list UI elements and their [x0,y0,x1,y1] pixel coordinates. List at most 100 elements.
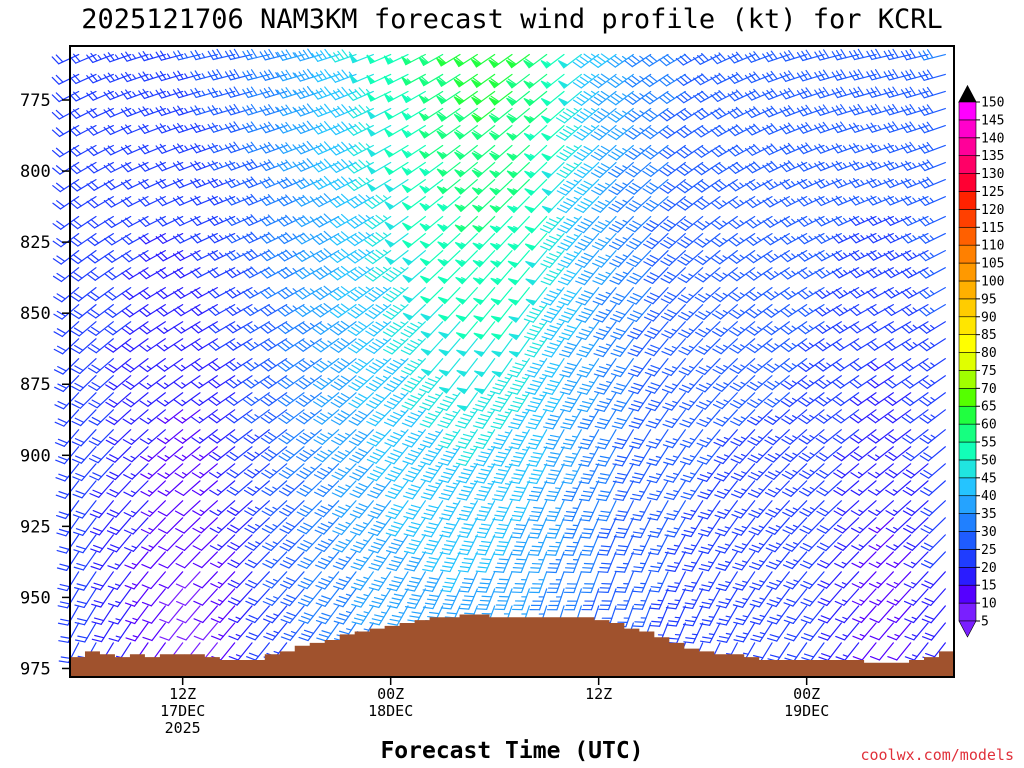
wind-barb [260,392,288,407]
wind-barb [311,248,340,263]
wind-barb [311,213,340,228]
wind-barb [329,176,357,191]
wind-barb [276,214,305,227]
wind-barb [298,622,322,642]
wind-barb [260,429,288,444]
wind-barb [312,321,340,335]
wind-barb [105,392,132,408]
wind-barb [225,304,253,316]
wind-barb [174,500,201,517]
wind-barb [104,267,132,281]
wind-barb [122,392,149,408]
wind-barb [351,605,374,625]
wind-barb [262,571,288,589]
wind-barb [107,534,132,553]
wind-barb [89,463,114,481]
wind-barb [329,265,357,281]
wind-barb [242,304,270,317]
wind-barb [277,249,305,262]
wind-barb [351,588,374,608]
wind-barb [295,409,322,425]
wind-barb [294,232,322,245]
wind-barb [366,178,392,192]
wind-barb [141,534,166,552]
wind-barb [86,161,114,174]
wind-barb [156,338,184,352]
wind-barb [259,214,288,227]
wind-barb [123,463,149,480]
wind-barb [384,409,409,427]
wind-barb [295,392,322,407]
wind-barb [71,429,97,447]
colorbar-label: 85 [981,328,997,343]
wind-barb [191,429,218,444]
colorbar-label: 140 [981,131,1004,146]
wind-barb [349,53,374,64]
colorbar-label: 120 [981,203,1004,218]
wind-barb [140,480,166,497]
wind-barb [311,158,340,173]
wind-barb [350,551,374,571]
wind-barb [276,194,305,207]
wind-barb [348,392,374,409]
wind-barb [209,534,236,551]
wind-barb [404,588,426,609]
wind-barb [107,588,132,608]
wind-barb [401,196,426,211]
wind-barb [418,107,444,122]
wind-barb [420,321,444,339]
wind-barb [105,409,132,426]
colorbar-label: 55 [981,436,997,451]
x-tick-label: 18DEC [368,702,413,720]
wind-barb [122,409,149,425]
wind-barb [138,88,166,100]
colorbar-swatch [958,280,977,300]
colorbar-label: 70 [981,382,997,397]
wind-barb [139,429,166,445]
wind-barb [156,429,184,445]
wind-barb [105,429,132,446]
wind-barb [366,446,392,464]
wind-barb [88,392,114,409]
wind-barb [276,87,305,99]
wind-barb [87,304,114,319]
wind-barb [280,571,305,589]
wind-barb [86,52,114,64]
wind-barb [211,622,236,641]
wind-barb [190,70,218,81]
wind-barb [294,286,322,300]
wind-barb [280,588,305,607]
colorbar-label: 30 [981,525,997,540]
wind-barb [124,534,149,552]
wind-barb [122,375,149,390]
wind-barb [346,121,374,136]
wind-barb [277,321,305,335]
wind-barb [54,392,80,410]
wind-barb [242,103,270,116]
wind-barb [86,196,114,209]
wind-barb [329,213,357,229]
wind-barb [158,588,184,607]
wind-barb [346,159,374,174]
wind-barb [70,286,97,302]
wind-barb [243,429,270,444]
colorbar-label: 130 [981,167,1004,182]
wind-barb [224,250,253,261]
colorbar-label: 40 [981,489,997,504]
wind-barb [402,286,426,304]
wind-barb [402,250,426,266]
wind-barb [159,622,184,641]
wind-barb [333,605,357,625]
wind-barb [404,571,426,592]
wind-barb [174,429,201,444]
wind-barb [70,338,97,354]
wind-barb [191,463,218,479]
wind-barb [366,53,392,65]
wind-barb [365,321,392,337]
wind-barb [54,429,80,447]
wind-barb [88,375,114,391]
wind-barb [419,215,444,232]
wind-barb [419,429,444,448]
wind-barb [157,463,184,479]
